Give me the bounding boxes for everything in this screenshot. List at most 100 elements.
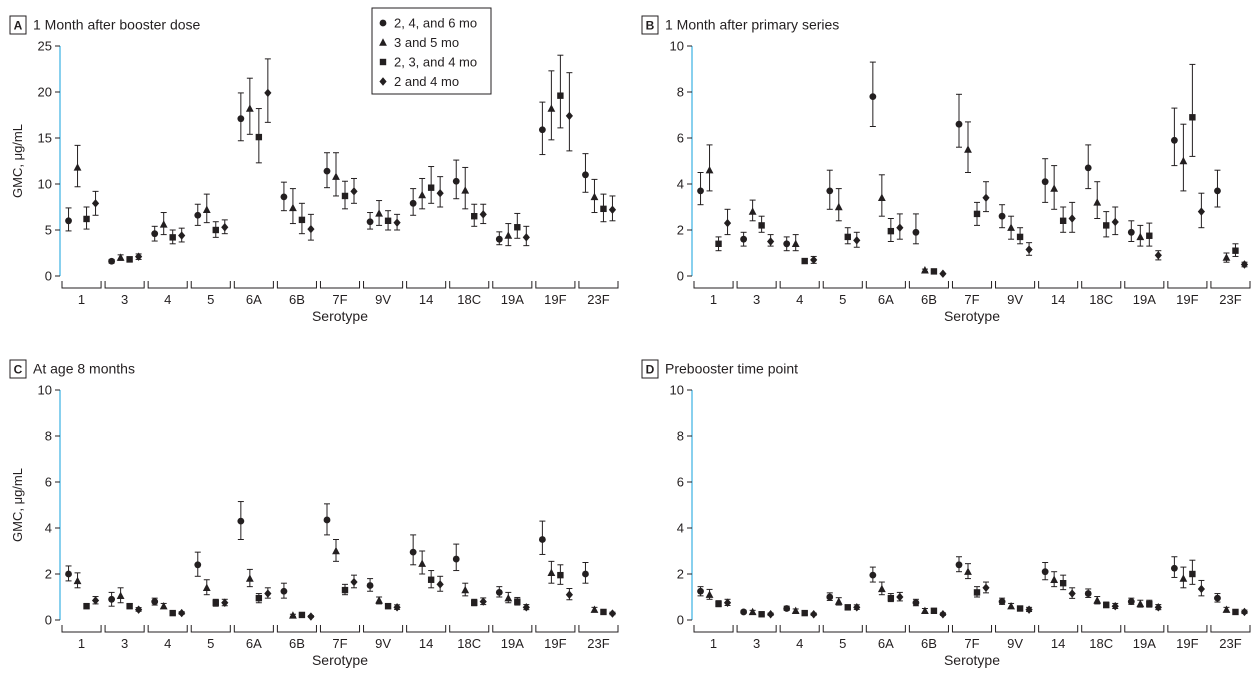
data-point-circle: [65, 571, 72, 578]
category-bracket: [866, 281, 905, 288]
data-point-circle: [697, 588, 704, 595]
data-point-square: [600, 609, 606, 615]
category-bracket: [780, 281, 819, 288]
data-point-diamond: [92, 596, 99, 604]
data-point-square: [845, 234, 851, 240]
x-tick-label: 3: [753, 292, 760, 307]
data-point-triangle: [246, 574, 254, 581]
data-point-square: [169, 610, 175, 616]
data-point-square: [342, 193, 348, 199]
x-axis-title: Serotype: [312, 308, 368, 324]
data-point-circle: [826, 188, 833, 195]
data-point-circle: [1214, 595, 1221, 602]
category-bracket: [780, 625, 819, 632]
data-point-circle: [582, 571, 589, 578]
category-bracket: [737, 281, 776, 288]
category-bracket: [1082, 625, 1121, 632]
data-point-triangle: [418, 559, 426, 566]
y-axis-title: GMC, μg/mL: [10, 124, 25, 198]
data-point-circle: [740, 236, 747, 243]
x-tick-label: 4: [796, 636, 803, 651]
data-point-circle: [956, 561, 963, 568]
category-bracket: [1039, 281, 1078, 288]
data-point-circle: [281, 193, 288, 200]
x-axis-title: Serotype: [944, 308, 1000, 324]
x-tick-label: 14: [1051, 636, 1065, 651]
category-bracket: [536, 281, 575, 288]
x-tick-label: 5: [207, 636, 214, 651]
category-bracket: [364, 625, 403, 632]
category-bracket: [1211, 281, 1250, 288]
data-point-triangle: [418, 191, 426, 198]
x-tick-label: 23F: [1219, 292, 1241, 307]
y-tick-label: 6: [677, 131, 684, 146]
category-bracket: [277, 625, 316, 632]
data-point-triangle: [706, 591, 714, 598]
data-point-diamond: [896, 593, 903, 601]
data-point-triangle: [706, 166, 714, 173]
category-bracket: [234, 281, 273, 288]
data-point-circle: [237, 518, 244, 525]
x-tick-label: 14: [419, 292, 433, 307]
data-point-square: [974, 211, 980, 217]
x-tick-label: 18C: [1089, 292, 1113, 307]
x-tick-label: 9V: [1007, 292, 1023, 307]
category-bracket: [909, 625, 948, 632]
data-point-triangle: [1093, 198, 1101, 205]
data-point-triangle: [591, 605, 599, 612]
data-point-diamond: [264, 589, 271, 597]
category-bracket: [996, 625, 1035, 632]
data-point-diamond: [810, 256, 817, 264]
panel-title: Prebooster time point: [665, 361, 798, 377]
legend-label: 3 and 5 mo: [394, 35, 459, 50]
data-point-diamond: [437, 580, 444, 588]
data-point-triangle: [547, 569, 555, 576]
data-point-square: [1060, 218, 1066, 224]
data-point-diamond: [307, 612, 314, 620]
data-point-triangle: [921, 266, 929, 273]
data-point-circle: [956, 121, 963, 128]
data-point-circle: [194, 561, 201, 568]
category-bracket: [952, 625, 991, 632]
data-point-circle: [539, 126, 546, 133]
data-point-diamond: [437, 189, 444, 197]
y-tick-label: 8: [677, 429, 684, 444]
x-tick-label: 4: [164, 292, 171, 307]
data-point-triangle: [74, 577, 82, 584]
data-point-triangle: [1179, 157, 1187, 164]
legend-label: 2, 4, and 6 mo: [394, 16, 477, 31]
category-bracket: [1082, 281, 1121, 288]
panel-letter: B: [646, 19, 655, 33]
category-bracket: [909, 281, 948, 288]
x-tick-label: 5: [207, 292, 214, 307]
data-point-triangle: [749, 608, 757, 615]
x-tick-label: 18C: [457, 636, 481, 651]
data-point-triangle: [1223, 253, 1231, 260]
x-tick-label: 3: [121, 636, 128, 651]
data-point-triangle: [547, 104, 555, 111]
data-point-triangle: [1223, 605, 1231, 612]
data-point-circle: [108, 258, 115, 265]
data-point-square: [1103, 222, 1109, 228]
data-point-triangle: [504, 594, 512, 601]
data-point-triangle: [878, 194, 886, 201]
category-bracket: [823, 281, 862, 288]
data-point-square: [256, 595, 262, 601]
y-tick-label: 2: [677, 567, 684, 582]
data-point-diamond: [810, 610, 817, 618]
data-point-triangle: [375, 209, 383, 216]
category-bracket: [105, 625, 144, 632]
x-axis-title: Serotype: [312, 652, 368, 668]
data-point-diamond: [939, 610, 946, 618]
data-point-diamond: [1198, 207, 1205, 215]
data-point-diamond: [178, 231, 185, 239]
data-point-circle: [108, 596, 115, 603]
data-point-triangle: [1007, 224, 1015, 231]
data-point-circle: [367, 582, 374, 589]
data-point-circle: [1128, 229, 1135, 236]
category-bracket: [105, 281, 144, 288]
x-tick-label: 23F: [1219, 636, 1241, 651]
x-tick-label: 3: [753, 636, 760, 651]
